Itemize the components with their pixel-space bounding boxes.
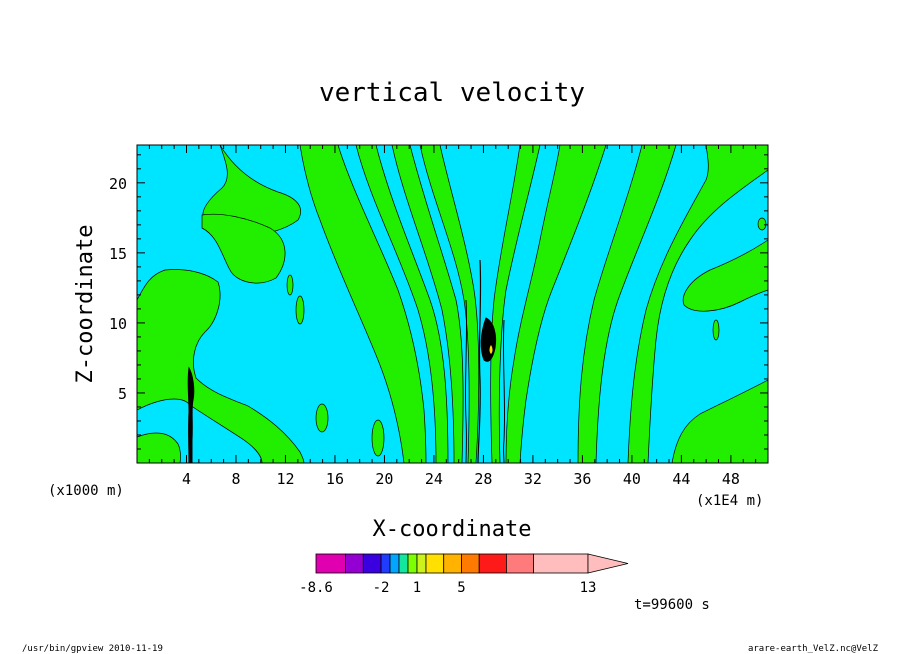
colorbar-label: 13: [580, 580, 597, 596]
x-tick-label: 32: [524, 470, 542, 488]
x-unit-label-left: (x1000 m): [48, 483, 124, 499]
strong-core: [187, 366, 195, 463]
x-tick-label: 12: [276, 470, 294, 488]
time-label: t=99600 s: [634, 597, 710, 613]
colorbar-segment: [345, 553, 364, 574]
colorbar-segment: [505, 553, 534, 574]
x-tick-label: 48: [722, 470, 740, 488]
contour-region: [371, 419, 385, 457]
y-tick-label: 20: [109, 175, 127, 193]
contour-region: [299, 145, 427, 463]
strong-core: [489, 345, 493, 354]
colorbar-segment: [461, 553, 480, 574]
colorbar-extension: [587, 553, 629, 574]
plot-frame: [136, 144, 769, 464]
contour-region: [712, 319, 720, 341]
x-tick-label: 28: [474, 470, 492, 488]
x-tick-label: 16: [326, 470, 344, 488]
contour-region: [757, 217, 767, 231]
x-tick-label: 24: [425, 470, 443, 488]
contour-region: [577, 145, 677, 463]
contour-region: [315, 403, 329, 433]
x-tick-label: 40: [623, 470, 641, 488]
strong-core: [464, 299, 468, 463]
contour-region: [505, 145, 607, 463]
y-tick-label: 5: [118, 385, 127, 403]
strong-core: [502, 319, 506, 463]
contour-region: [682, 239, 768, 312]
colorbar-segment: [389, 553, 400, 574]
x-tick-label: 36: [573, 470, 591, 488]
chart-title: vertical velocity: [319, 78, 585, 108]
plot-area: [137, 145, 768, 463]
contour-region: [671, 379, 768, 463]
contour-region: [286, 274, 294, 296]
y-axis-ticks: 5 10 15 20: [109, 154, 768, 450]
colorbar-label: -2: [373, 580, 390, 596]
x-tick-label: 4: [182, 470, 191, 488]
x-unit-label-right: (x1E4 m): [696, 493, 763, 509]
colorbar-segment: [315, 553, 346, 574]
x-axis-title: X-coordinate: [373, 517, 532, 542]
colorbar-label: -8.6: [299, 580, 333, 596]
footer-left: /usr/bin/gpview 2010-11-19: [22, 644, 163, 654]
y-tick-label: 15: [109, 245, 127, 263]
contour-region: [295, 295, 305, 325]
strong-core: [477, 259, 482, 463]
contour-region: [355, 145, 449, 463]
colorbar-segment: [478, 553, 507, 574]
colorbar-labels: -8.6 -2 1 5 13: [299, 580, 596, 596]
footer-right: arare-earth_VelZ.nc@VelZ: [748, 644, 879, 654]
contour-region: [391, 145, 464, 463]
x-tick-label: 44: [672, 470, 690, 488]
colorbar-segment: [380, 553, 391, 574]
x-tick-label: 8: [231, 470, 240, 488]
colorbar-segment: [416, 553, 427, 574]
x-tick-label: 20: [375, 470, 393, 488]
contour-region: [201, 213, 286, 284]
colorbar-segment: [407, 553, 418, 574]
colorbar-segment: [425, 553, 445, 574]
y-tick-label: 10: [109, 315, 127, 333]
x-axis-ticks: 4 8 12 16 20 24 28 32 36 40 44 48: [148, 145, 757, 488]
colorbar: [315, 553, 629, 574]
colorbar-segment: [533, 553, 589, 574]
colorbar-segment: [398, 553, 409, 574]
colorbar-segment: [362, 553, 382, 574]
colorbar-label: 1: [413, 580, 421, 596]
y-axis-title: Z-coordinate: [73, 225, 98, 384]
colorbar-segment: [443, 553, 462, 574]
colorbar-label: 5: [457, 580, 465, 596]
